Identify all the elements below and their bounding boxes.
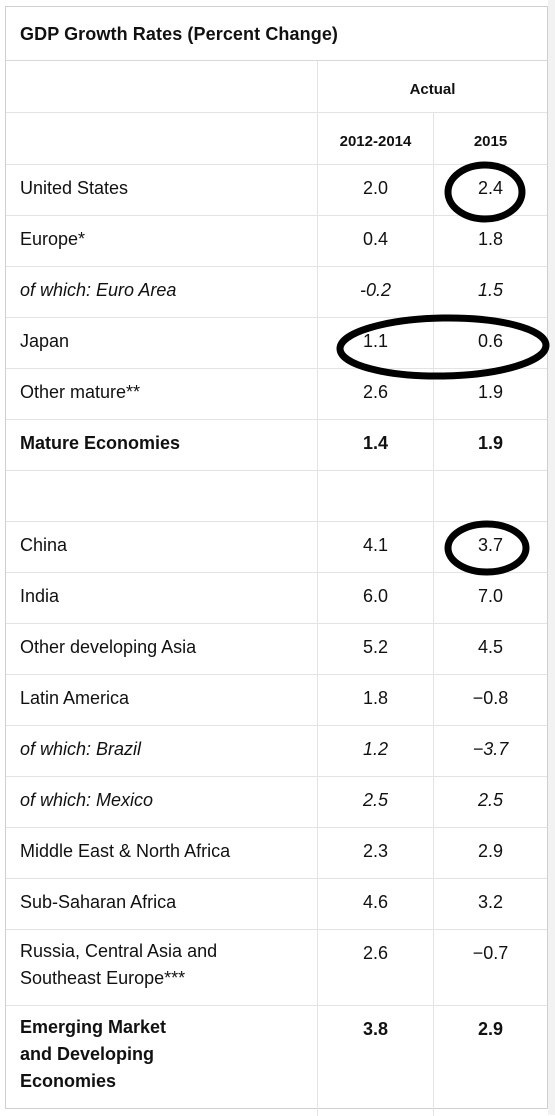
value-2012-2014: 5.2 [317,624,433,674]
row-label: Emerging Market and Developing Economies [6,1006,317,1116]
value-2012-2014: 3.8 [317,1006,433,1116]
value-2012-2014: 4.1 [317,522,433,572]
header-group-row: Actual [6,61,547,113]
value-2012-2014 [317,471,433,521]
value-2015: 1.9 [433,420,547,470]
table-row: Latin America 1.8 −0.8 [6,675,547,726]
value-2015: 2.9 [433,828,547,878]
row-label: United States [20,178,129,198]
row-label: Other developing Asia [20,637,197,657]
table-row: United States 2.0 2.4 [6,165,547,216]
header-blank-cell [6,113,317,164]
header-blank-cell [6,61,317,112]
table-row: of which: Euro Area -0.2 1.5 [6,267,547,318]
value-2015: −0.7 [433,930,547,1005]
header-group-label: Actual [409,81,456,98]
row-label: India [20,586,60,606]
value-2015: 3.2 [433,879,547,929]
value-2012-2014: 1.1 [317,318,433,368]
table-row: of which: Brazil 1.2 −3.7 [6,726,547,777]
table-row: Russia, Central Asia and Southeast Europe… [6,930,547,1006]
table-row: Other developing Asia 5.2 4.5 [6,624,547,675]
table-row: Middle East & North Africa 2.3 2.9 [6,828,547,879]
row-label-line: and Developing [20,1044,155,1064]
row-label: Japan [20,331,70,351]
value-2015: 1.5 [433,267,547,317]
value-2012-2014: 1.8 [317,675,433,725]
value-2015: 1.8 [433,216,547,266]
row-label: of which: Euro Area [20,280,177,300]
row-label: Middle East & North Africa [20,841,231,861]
table-row: Japan 1.1 0.6 [6,318,547,369]
row-label: Latin America [20,688,130,708]
value-2012-2014: 6.0 [317,573,433,623]
value-2012-2014: 2.3 [317,828,433,878]
value-2012-2014: 2.5 [317,777,433,827]
row-label: Russia, Central Asia and Southeast Europe… [6,930,317,1005]
row-label: Europe* [20,229,86,249]
value-2015: 0.6 [433,318,547,368]
value-2015: 3.7 [433,522,547,572]
table-row: Mature Economies 1.4 1.9 [6,420,547,471]
row-label: Mature Economies [20,433,181,453]
value-2012-2014: -0.2 [317,267,433,317]
value-2015: 1.9 [433,369,547,419]
table-row: Sub-Saharan Africa 4.6 3.2 [6,879,547,930]
value-2015: 4.5 [433,624,547,674]
row-label: China [20,535,68,555]
table-title: GDP Growth Rates (Percent Change) [6,7,547,61]
row-label: Other mature** [20,382,141,402]
spacer-row [6,471,547,522]
value-2012-2014: 2.6 [317,369,433,419]
value-2012-2014: 4.6 [317,879,433,929]
page-edge-shade [548,0,555,1115]
value-2015: 2.9 [433,1006,547,1116]
gdp-table: GDP Growth Rates (Percent Change) Actual… [5,6,548,1116]
value-2012-2014: 0.4 [317,216,433,266]
row-label: Sub-Saharan Africa [20,892,177,912]
header-columns-row: 2012-2014 2015 [6,113,547,165]
row-label: of which: Brazil [20,739,142,759]
header-group-cell: Actual [317,61,547,112]
value-2015: 7.0 [433,573,547,623]
row-label-line: Russia, Central Asia and [20,941,218,961]
value-2015: −3.7 [433,726,547,776]
value-2015: −0.8 [433,675,547,725]
table-row: Europe* 0.4 1.8 [6,216,547,267]
value-2012-2014: 1.4 [317,420,433,470]
row-label-line: Economies [20,1071,117,1091]
column-header-2012-2014: 2012-2014 [317,113,433,164]
value-2012-2014: 2.6 [317,930,433,1005]
table-row: Other mature** 2.6 1.9 [6,369,547,420]
value-2015: 2.4 [433,165,547,215]
column-header-2015: 2015 [433,113,547,164]
row-label: of which: Mexico [20,790,154,810]
value-2015 [433,471,547,521]
row-label-line: Emerging Market [20,1017,167,1037]
row-label-line: Southeast Europe*** [20,968,186,988]
value-2012-2014: 1.2 [317,726,433,776]
table-row: China 4.1 3.7 [6,522,547,573]
value-2015: 2.5 [433,777,547,827]
table-row: India 6.0 7.0 [6,573,547,624]
table-row: Emerging Market and Developing Economies 3.… [6,1006,547,1116]
table-row: of which: Mexico 2.5 2.5 [6,777,547,828]
row-label [6,471,317,521]
value-2012-2014: 2.0 [317,165,433,215]
